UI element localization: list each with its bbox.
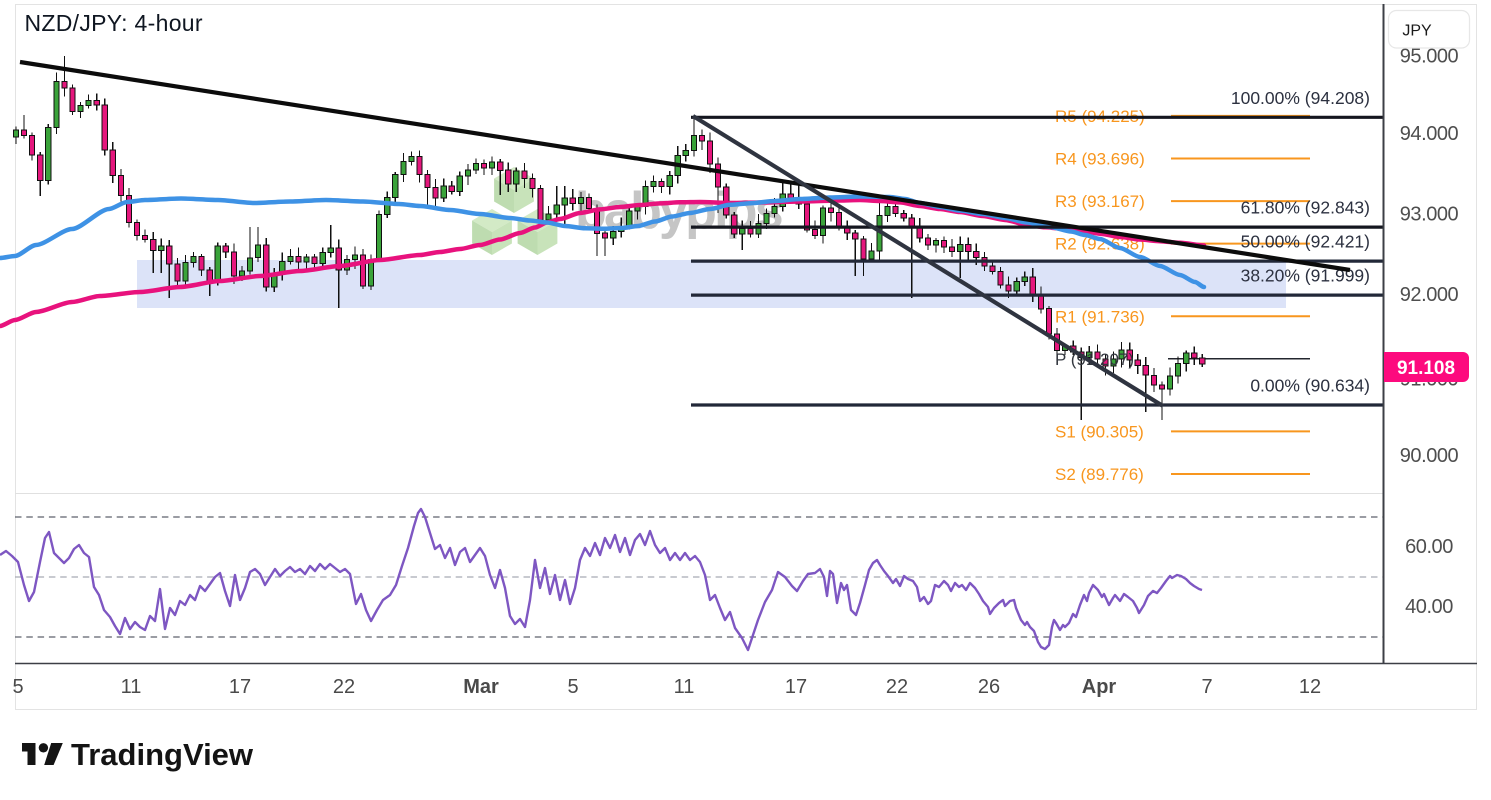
svg-text:11: 11 [674, 676, 695, 698]
svg-text:0.00% (90.634): 0.00% (90.634) [1250, 376, 1370, 396]
svg-text:92.000: 92.000 [1400, 284, 1459, 306]
svg-text:7: 7 [1201, 676, 1212, 698]
svg-text:91.108: 91.108 [1397, 358, 1455, 379]
svg-text:11: 11 [121, 676, 142, 698]
svg-text:R3 (93.167): R3 (93.167) [1055, 192, 1145, 211]
svg-text:5: 5 [12, 676, 23, 698]
svg-text:22: 22 [333, 676, 355, 698]
svg-text:JPY: JPY [1402, 23, 1432, 40]
svg-text:NZD/JPY: 4-hour: NZD/JPY: 4-hour [25, 10, 203, 36]
svg-text:5: 5 [567, 676, 578, 698]
svg-text:26: 26 [978, 676, 1000, 698]
svg-text:94.000: 94.000 [1400, 123, 1459, 145]
svg-text:TradingView: TradingView [71, 737, 254, 772]
svg-text:Mar: Mar [463, 676, 499, 698]
svg-text:S2 (89.776): S2 (89.776) [1055, 465, 1144, 484]
svg-text:22: 22 [886, 676, 908, 698]
svg-text:P (91.207): P (91.207) [1055, 350, 1134, 369]
svg-text:Apr: Apr [1082, 676, 1117, 698]
svg-text:12: 12 [1299, 676, 1321, 698]
svg-text:50.00% (92.421): 50.00% (92.421) [1241, 232, 1370, 252]
svg-text:17: 17 [229, 676, 251, 698]
svg-text:S1 (90.305): S1 (90.305) [1055, 422, 1144, 441]
svg-text:40.00: 40.00 [1405, 596, 1453, 618]
svg-text:R4 (93.696): R4 (93.696) [1055, 150, 1145, 169]
svg-text:17: 17 [785, 676, 807, 698]
svg-text:38.20% (91.999): 38.20% (91.999) [1241, 266, 1370, 286]
svg-text:95.000: 95.000 [1400, 46, 1459, 68]
svg-text:90.000: 90.000 [1400, 445, 1459, 467]
svg-text:100.00% (94.208): 100.00% (94.208) [1231, 88, 1370, 108]
svg-text:60.00: 60.00 [1405, 536, 1453, 558]
svg-text:93.000: 93.000 [1400, 204, 1459, 226]
svg-text:R1 (91.736): R1 (91.736) [1055, 307, 1145, 326]
svg-text:61.80% (92.843): 61.80% (92.843) [1241, 198, 1370, 218]
